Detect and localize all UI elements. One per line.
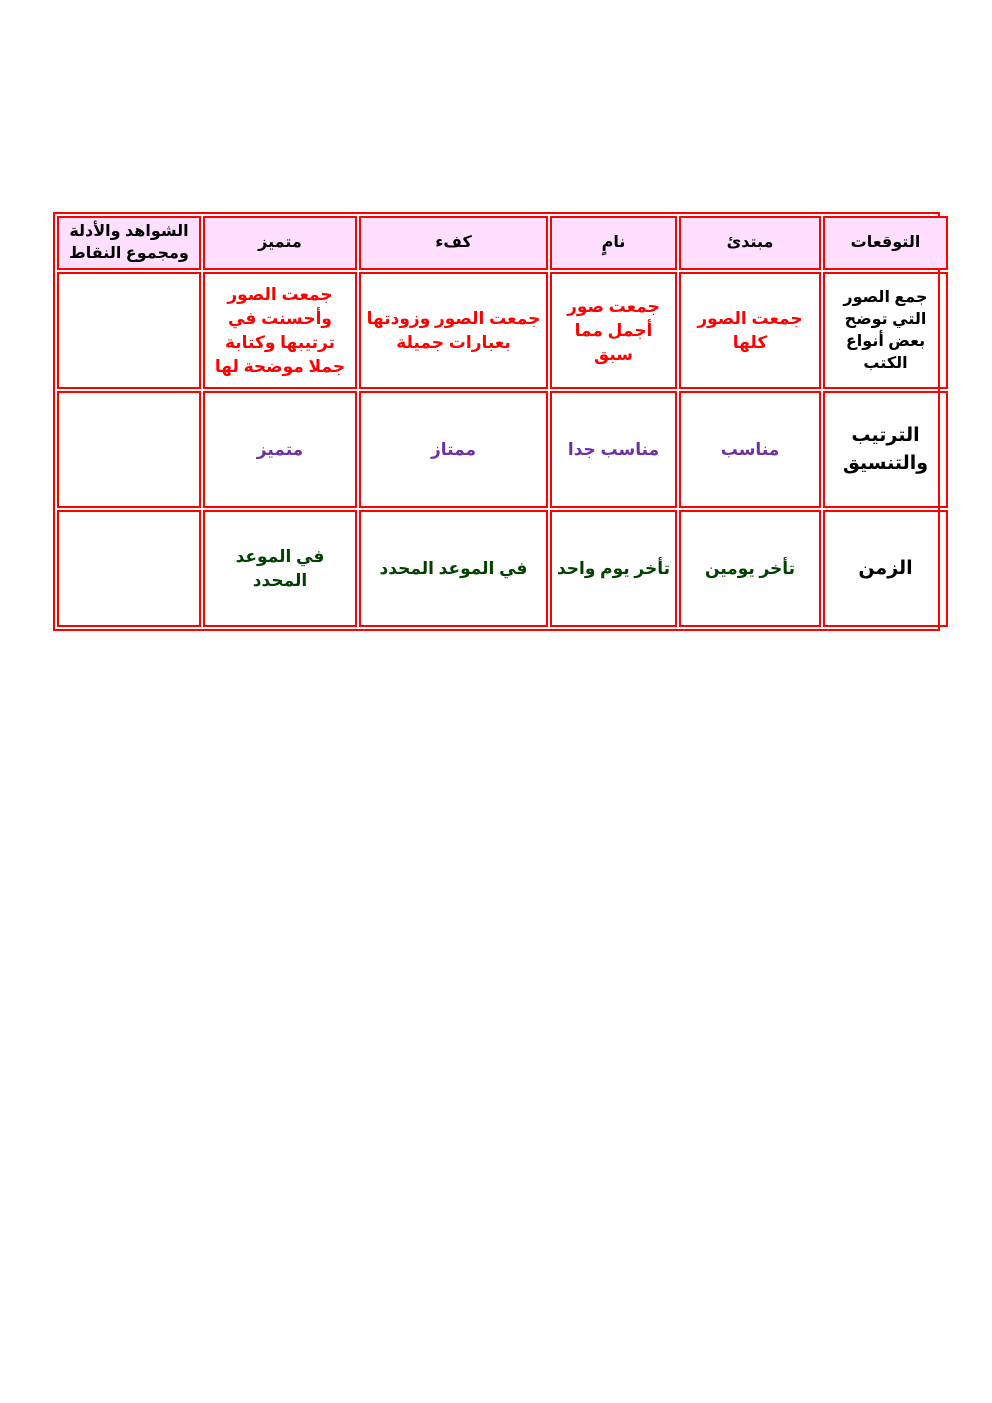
header-distinguished: متميز: [203, 216, 357, 270]
header-beginner: مبتدئ: [679, 216, 821, 270]
table-cell: ممتاز: [359, 391, 548, 508]
criterion-cell: الزمن: [823, 510, 948, 627]
table-row: الزمن تأخر يومين تأخر يوم واحد في الموعد…: [57, 510, 948, 627]
header-row: التوقعات مبتدئ نامٍ كفء متميز الشواهد وا…: [57, 216, 948, 270]
rubric-table: التوقعات مبتدئ نامٍ كفء متميز الشواهد وا…: [55, 214, 950, 629]
table-row: جمع الصور التي توضح بعض أنواع الكتب جمعت…: [57, 272, 948, 389]
header-developing: نامٍ: [550, 216, 677, 270]
header-competent: كفء: [359, 216, 548, 270]
table-cell: جمعت الصور وأحسنت في ترتيبها وكتابة جملا…: [203, 272, 357, 389]
evidence-cell: [57, 391, 201, 508]
table-cell: جمعت الصور وزودتها بعبارات جميلة: [359, 272, 548, 389]
table-cell: في الموعد المحدد: [203, 510, 357, 627]
table-cell: مناسب جدا: [550, 391, 677, 508]
evidence-cell: [57, 272, 201, 389]
criterion-cell: الترتيب والتنسيق: [823, 391, 948, 508]
table-cell: تأخر يوم واحد: [550, 510, 677, 627]
table-cell: جمعت الصور كلها: [679, 272, 821, 389]
header-evidence-points: الشواهد والأدلة ومجموع النقاط: [57, 216, 201, 270]
table-row: الترتيب والتنسيق مناسب مناسب جدا ممتاز م…: [57, 391, 948, 508]
evidence-cell: [57, 510, 201, 627]
table-cell: تأخر يومين: [679, 510, 821, 627]
criterion-cell: جمع الصور التي توضح بعض أنواع الكتب: [823, 272, 948, 389]
table-cell: متميز: [203, 391, 357, 508]
table-cell: مناسب: [679, 391, 821, 508]
table-cell: جمعت صور أجمل مما سبق: [550, 272, 677, 389]
table-cell: في الموعد المحدد: [359, 510, 548, 627]
header-expectations: التوقعات: [823, 216, 948, 270]
rubric-table-frame: التوقعات مبتدئ نامٍ كفء متميز الشواهد وا…: [53, 212, 948, 631]
